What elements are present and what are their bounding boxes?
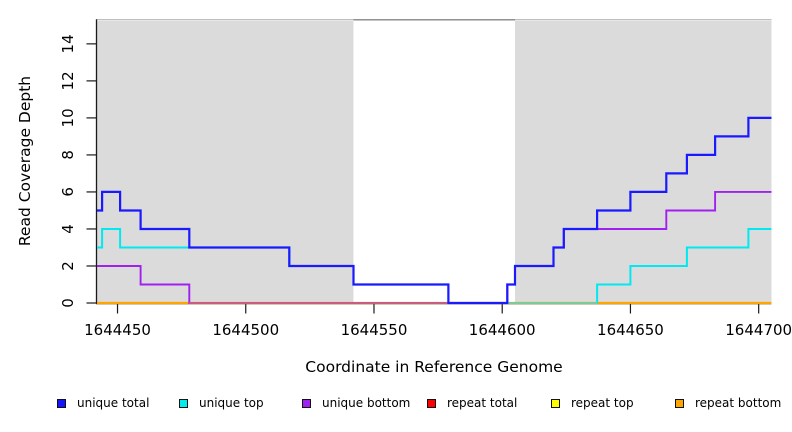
x-tick-label: 1644550 [341, 321, 408, 339]
y-tick-label: 12 [59, 71, 77, 90]
y-tick-label: 6 [59, 187, 77, 197]
region-shaded-right [515, 20, 772, 303]
x-tick-label: 1644650 [597, 321, 664, 339]
x-tick-label: 1644500 [212, 321, 279, 339]
x-tick-label: 1644700 [725, 321, 792, 339]
y-tick-label: 10 [59, 108, 77, 127]
y-tick-label: 2 [59, 261, 77, 271]
y-axis-title: Read Coverage Depth [16, 76, 34, 246]
x-axis-title: Coordinate in Reference Genome [305, 358, 562, 376]
x-tick-label: 1644600 [469, 321, 536, 339]
region-shaded-left [97, 20, 354, 303]
y-tick-label: 0 [59, 298, 77, 308]
x-tick-label: 1644450 [84, 321, 151, 339]
chart-axes-layer: 1644450 1644500 1644550 1644600 1644650 16447… [59, 19, 792, 339]
region-unshaded-gap [353, 20, 516, 303]
y-tick-label: 8 [59, 150, 77, 160]
y-tick-label: 14 [59, 34, 77, 53]
y-tick-label: 4 [59, 224, 77, 234]
series-unique-total [97, 116, 772, 305]
chart-series-layer [97, 116, 772, 305]
chart-background-layer [97, 19, 772, 303]
